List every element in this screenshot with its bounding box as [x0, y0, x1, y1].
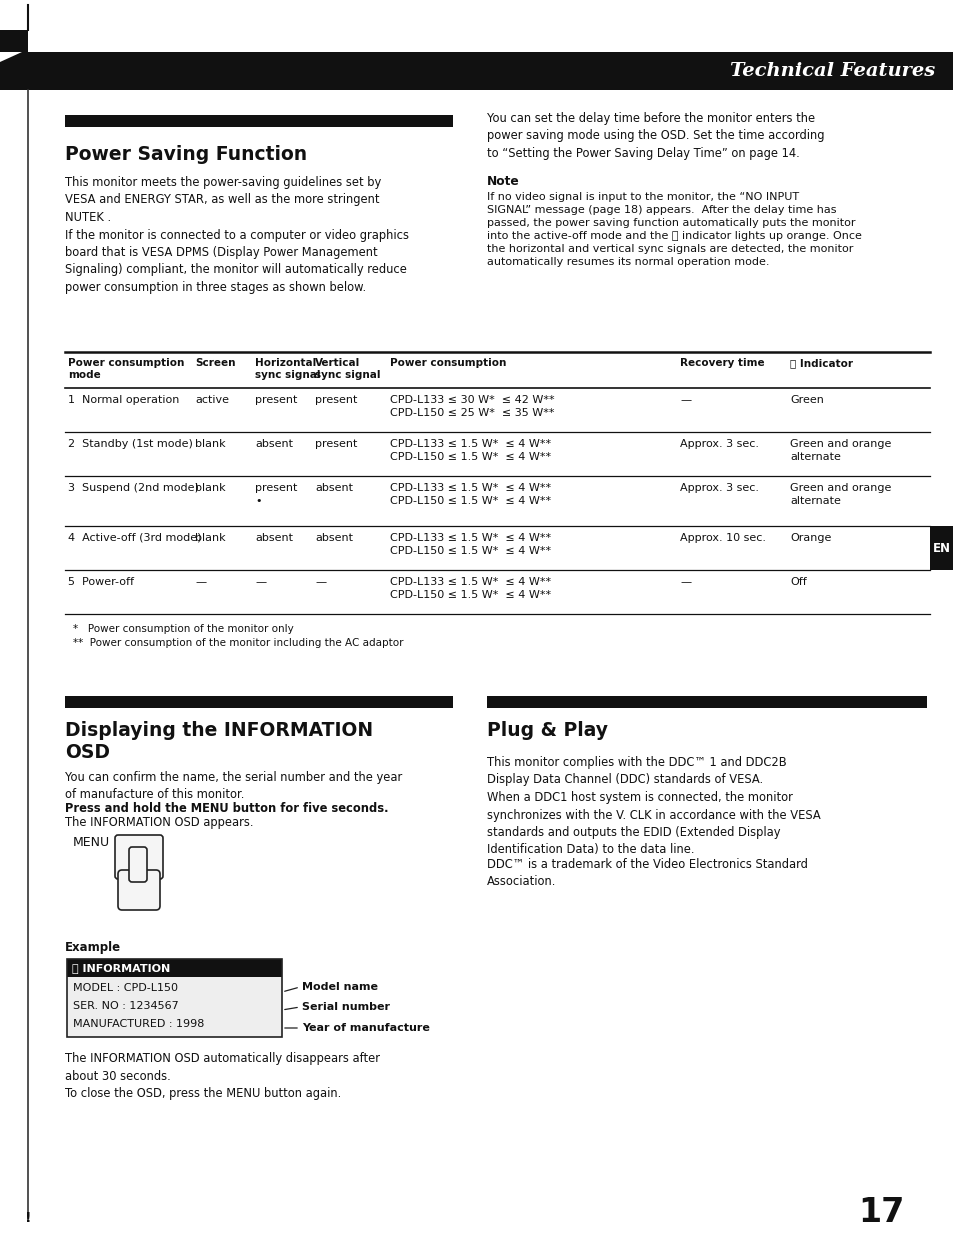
Bar — [486, 695, 926, 708]
Text: absent: absent — [254, 439, 293, 449]
Text: present: present — [314, 395, 357, 404]
Text: present: present — [254, 395, 297, 404]
Text: EN: EN — [932, 541, 950, 555]
Text: OSD: OSD — [65, 742, 110, 762]
Text: This monitor complies with the DDC™ 1 and DDC2B
Display Data Channel (DDC) stand: This monitor complies with the DDC™ 1 an… — [486, 756, 820, 857]
Text: —: — — [194, 577, 206, 587]
Text: Off: Off — [789, 577, 806, 587]
Text: SER. NO : 1234567: SER. NO : 1234567 — [73, 1001, 178, 1011]
Text: Power Saving Function: Power Saving Function — [65, 145, 307, 164]
Text: Recovery time: Recovery time — [679, 358, 763, 367]
Bar — [65, 115, 453, 127]
Text: Technical Features: Technical Features — [729, 62, 934, 80]
Text: active: active — [194, 395, 229, 404]
Text: The INFORMATION OSD appears.: The INFORMATION OSD appears. — [65, 816, 253, 829]
Text: Model name: Model name — [302, 981, 377, 993]
Text: ⒨ Indicator: ⒨ Indicator — [789, 358, 852, 367]
Text: 1  Normal operation: 1 Normal operation — [68, 395, 179, 404]
Text: This monitor meets the power-saving guidelines set by
VESA and ENERGY STAR, as w: This monitor meets the power-saving guid… — [65, 176, 409, 293]
Text: CPD-L133 ≤ 1.5 W*  ≤ 4 W**
CPD-L150 ≤ 1.5 W*  ≤ 4 W**: CPD-L133 ≤ 1.5 W* ≤ 4 W** CPD-L150 ≤ 1.5… — [390, 533, 551, 556]
Text: —: — — [679, 395, 690, 404]
Text: blank: blank — [194, 533, 226, 543]
Text: Green and orange
alternate: Green and orange alternate — [789, 483, 890, 506]
Text: Displaying the INFORMATION: Displaying the INFORMATION — [65, 720, 373, 740]
Text: CPD-L133 ≤ 1.5 W*  ≤ 4 W**
CPD-L150 ≤ 1.5 W*  ≤ 4 W**: CPD-L133 ≤ 1.5 W* ≤ 4 W** CPD-L150 ≤ 1.5… — [390, 439, 551, 462]
Text: Plug & Play: Plug & Play — [486, 720, 607, 740]
Text: Year of manufacture: Year of manufacture — [302, 1023, 430, 1033]
Text: You can confirm the name, the serial number and the year
of manufacture of this : You can confirm the name, the serial num… — [65, 771, 402, 801]
Text: The INFORMATION OSD automatically disappears after
about 30 seconds.
To close th: The INFORMATION OSD automatically disapp… — [65, 1052, 379, 1100]
Text: If no video signal is input to the monitor, the “NO INPUT
SIGNAL” message (page : If no video signal is input to the monit… — [486, 192, 861, 268]
Polygon shape — [0, 52, 953, 90]
Text: blank: blank — [194, 483, 226, 493]
Text: —: — — [254, 577, 266, 587]
Text: MENU: MENU — [73, 836, 110, 850]
Text: MODEL : CPD-L150: MODEL : CPD-L150 — [73, 983, 178, 993]
Text: Approx. 3 sec.: Approx. 3 sec. — [679, 483, 759, 493]
Text: You can set the delay time before the monitor enters the
power saving mode using: You can set the delay time before the mo… — [486, 112, 823, 160]
Text: absent: absent — [254, 533, 293, 543]
Text: Horizontal
sync signal: Horizontal sync signal — [254, 358, 320, 381]
Text: Example: Example — [65, 941, 121, 954]
Text: Power consumption
mode: Power consumption mode — [68, 358, 184, 381]
Text: Press and hold the MENU button for five seconds.: Press and hold the MENU button for five … — [65, 801, 388, 815]
Text: *   Power consumption of the monitor only: * Power consumption of the monitor only — [73, 624, 294, 634]
Text: CPD-L133 ≤ 1.5 W*  ≤ 4 W**
CPD-L150 ≤ 1.5 W*  ≤ 4 W**: CPD-L133 ≤ 1.5 W* ≤ 4 W** CPD-L150 ≤ 1.5… — [390, 483, 551, 506]
Bar — [67, 959, 282, 977]
FancyBboxPatch shape — [118, 870, 160, 910]
Text: 17: 17 — [858, 1196, 904, 1228]
Text: Green: Green — [789, 395, 823, 404]
Text: absent: absent — [314, 533, 353, 543]
Text: blank: blank — [194, 439, 226, 449]
Text: 2  Standby (1st mode): 2 Standby (1st mode) — [68, 439, 193, 449]
FancyBboxPatch shape — [115, 835, 163, 879]
Text: present
•: present • — [254, 483, 297, 506]
Text: Power consumption: Power consumption — [390, 358, 506, 367]
Text: Approx. 10 sec.: Approx. 10 sec. — [679, 533, 765, 543]
Polygon shape — [0, 30, 28, 52]
Bar — [929, 526, 953, 570]
Text: 4  Active-off (3rd mode): 4 Active-off (3rd mode) — [68, 533, 201, 543]
Text: !: ! — [25, 1211, 31, 1226]
Text: Vertical
sync signal: Vertical sync signal — [314, 358, 380, 381]
Bar — [67, 977, 282, 1037]
FancyBboxPatch shape — [129, 847, 147, 882]
Text: absent: absent — [314, 483, 353, 493]
Text: DDC™ is a trademark of the Video Electronics Standard
Association.: DDC™ is a trademark of the Video Electro… — [486, 858, 807, 888]
Text: 3  Suspend (2nd mode): 3 Suspend (2nd mode) — [68, 483, 198, 493]
Text: Serial number: Serial number — [302, 1002, 390, 1012]
Text: Green and orange
alternate: Green and orange alternate — [789, 439, 890, 462]
Text: —: — — [314, 577, 326, 587]
Text: 5  Power-off: 5 Power-off — [68, 577, 133, 587]
Text: Note: Note — [486, 175, 519, 187]
Text: MANUFACTURED : 1998: MANUFACTURED : 1998 — [73, 1018, 204, 1030]
Bar — [67, 959, 282, 1037]
Text: Approx. 3 sec.: Approx. 3 sec. — [679, 439, 759, 449]
Text: Screen: Screen — [194, 358, 235, 367]
Text: Orange: Orange — [789, 533, 830, 543]
Text: CPD-L133 ≤ 1.5 W*  ≤ 4 W**
CPD-L150 ≤ 1.5 W*  ≤ 4 W**: CPD-L133 ≤ 1.5 W* ≤ 4 W** CPD-L150 ≤ 1.5… — [390, 577, 551, 599]
Text: CPD-L133 ≤ 30 W*  ≤ 42 W**
CPD-L150 ≤ 25 W*  ≤ 35 W**: CPD-L133 ≤ 30 W* ≤ 42 W** CPD-L150 ≤ 25 … — [390, 395, 554, 418]
Text: ⒨ INFORMATION: ⒨ INFORMATION — [71, 963, 170, 973]
Text: present: present — [314, 439, 357, 449]
Text: —: — — [679, 577, 690, 587]
Text: **  Power consumption of the monitor including the AC adaptor: ** Power consumption of the monitor incl… — [73, 637, 403, 649]
Bar — [65, 695, 453, 708]
